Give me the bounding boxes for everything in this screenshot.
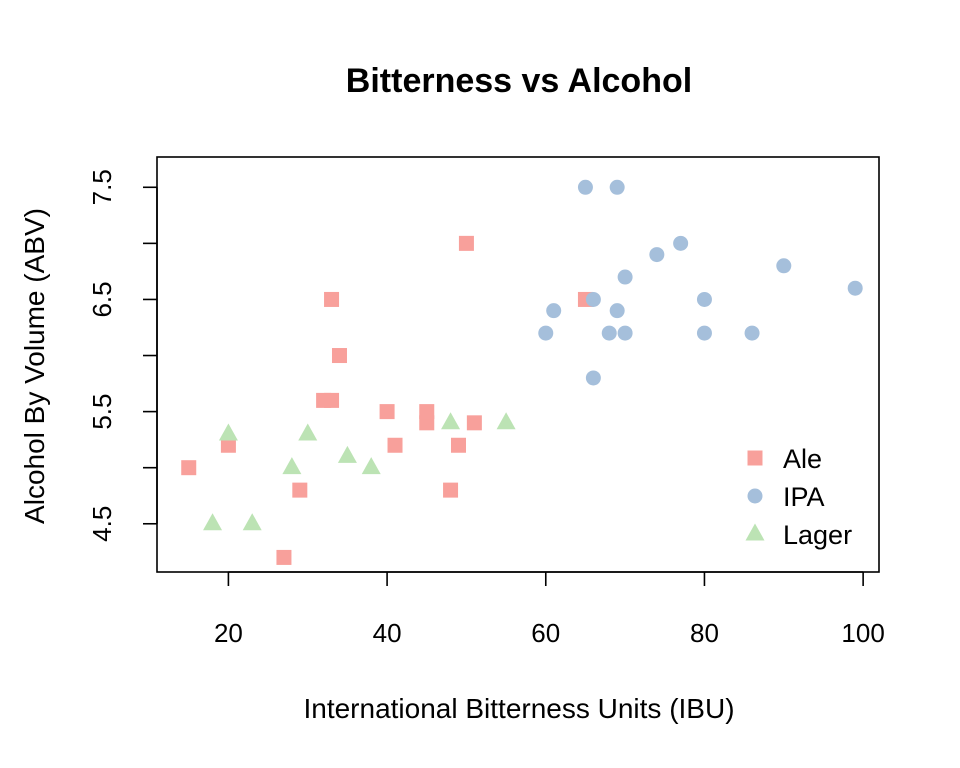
legend-ale-marker	[747, 450, 763, 466]
legend-ale-label: Ale	[783, 444, 822, 474]
data-points	[181, 179, 863, 565]
ale-point	[331, 348, 347, 364]
chart-title: Bitterness vs Alcohol	[346, 62, 692, 100]
ale-point	[443, 482, 459, 498]
legend-lager-label: Lager	[783, 520, 852, 550]
ale-point	[220, 437, 236, 453]
lager-point	[203, 513, 223, 531]
legend-lager-marker	[745, 523, 765, 541]
ale-point	[419, 404, 435, 420]
ipa-point	[673, 235, 689, 251]
legend: Ale IPA Lager	[745, 444, 852, 550]
x-axis-label: International Bitterness Units (IBU)	[303, 693, 734, 724]
ipa-point	[847, 280, 863, 296]
legend-ipa-marker	[747, 488, 763, 504]
lager-point	[337, 445, 357, 463]
ipa-point	[585, 370, 601, 386]
lager-point	[298, 423, 318, 441]
ale-point	[181, 460, 197, 476]
x-tick-label: 40	[373, 618, 402, 648]
lager-point	[218, 423, 238, 441]
y-tick-label: 7.5	[87, 169, 117, 205]
legend-ipa-label: IPA	[783, 482, 825, 512]
ipa-point	[609, 303, 625, 319]
ipa-point	[546, 303, 562, 319]
ipa-point	[744, 325, 760, 341]
x-tick-label: 60	[531, 618, 560, 648]
lager-point	[361, 457, 381, 475]
y-tick-label: 4.5	[87, 506, 117, 542]
ipa-point	[617, 269, 633, 285]
ale-point	[387, 437, 403, 453]
lager-point	[441, 412, 461, 430]
ale-point	[276, 549, 292, 565]
ipa-point	[585, 291, 601, 307]
x-tick-label: 20	[214, 618, 243, 648]
ipa-point	[696, 325, 712, 341]
x-axis: 20 40 60 80 100	[214, 571, 885, 648]
ipa-point	[649, 247, 665, 263]
lager-point	[242, 513, 262, 531]
y-axis: 4.5 5.5 6.5 7.5	[87, 169, 158, 542]
lager-point	[282, 457, 302, 475]
lager-point	[496, 412, 516, 430]
ale-point	[379, 404, 395, 420]
ale-point	[450, 437, 466, 453]
ipa-point	[577, 179, 593, 195]
ipa-point	[609, 179, 625, 195]
ipa-point	[601, 325, 617, 341]
y-tick-label: 6.5	[87, 281, 117, 317]
ipa-point	[538, 325, 554, 341]
ipa-point	[696, 291, 712, 307]
ale-point	[466, 415, 482, 431]
x-tick-label: 80	[690, 618, 719, 648]
ale-point	[458, 235, 474, 251]
ale-point	[324, 291, 340, 307]
ale-point	[324, 392, 340, 408]
plot-frame	[156, 156, 880, 573]
ipa-point	[617, 325, 633, 341]
y-axis-label: Alcohol By Volume (ABV)	[19, 208, 50, 524]
x-tick-label: 100	[841, 618, 884, 648]
ale-point	[292, 482, 308, 498]
y-tick-label: 5.5	[87, 394, 117, 430]
ipa-point	[776, 258, 792, 274]
